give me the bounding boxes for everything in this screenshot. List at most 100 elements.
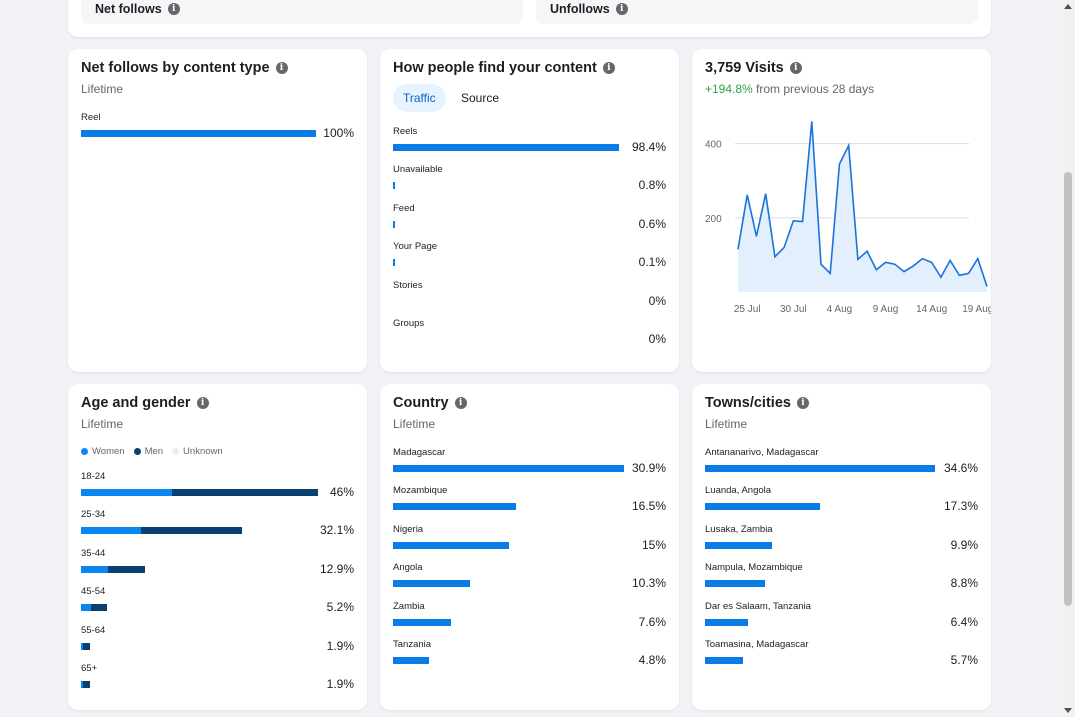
- bar-value: 9.9%: [950, 537, 978, 552]
- men-segment: [82, 681, 91, 688]
- page-scrollbar[interactable]: [1061, 0, 1075, 717]
- card-subtitle: Lifetime: [81, 417, 124, 431]
- bar-label: Dar es Salaam, Tanzania: [705, 600, 811, 612]
- bar-row: Antananarivo, Madagascar 34.6%: [705, 447, 978, 475]
- bar-value: 10.3%: [631, 576, 666, 591]
- bar-value: 12.9%: [319, 561, 354, 576]
- age-row: 55-64 1.9%: [81, 624, 354, 653]
- bar-row: Madagascar 30.9%: [393, 447, 666, 475]
- bar-track: [81, 489, 354, 496]
- legend-item: Women: [81, 446, 125, 457]
- bar-track: [705, 541, 978, 549]
- bar-value: 0%: [648, 332, 666, 346]
- scroll-down-icon[interactable]: [1064, 708, 1072, 713]
- bar-row: Stories 0%: [393, 280, 666, 308]
- bar-track: [705, 618, 978, 626]
- bar-label: Tanzania: [393, 639, 432, 650]
- bar-label: Zambia: [393, 600, 425, 612]
- info-icon[interactable]: i: [615, 3, 628, 15]
- bar-fill: [705, 580, 765, 588]
- bar-track: [393, 580, 666, 588]
- bar-row: Zambia 7.6%: [393, 600, 666, 629]
- bar-value: 0.8%: [638, 178, 666, 193]
- women-segment: [81, 527, 141, 535]
- bar-track: [393, 144, 666, 151]
- bar-row: Unavailable 0.8%: [393, 164, 666, 193]
- men-segment: [90, 604, 108, 612]
- find-content-card: How people find your content i Traffic S…: [380, 49, 679, 372]
- bar-track: [81, 130, 354, 137]
- age-gender-card: Age and gender i Lifetime Women Men Unknow…: [68, 384, 367, 710]
- bar-value: 0%: [648, 293, 666, 308]
- tab-traffic[interactable]: Traffic: [393, 84, 446, 112]
- bar-track: [393, 618, 666, 626]
- legend-label: Unknown: [183, 446, 223, 457]
- info-icon[interactable]: i: [796, 397, 809, 409]
- bar-label: Reel: [81, 112, 101, 123]
- bar-label: Groups: [393, 318, 425, 329]
- bar-label: Feed: [393, 202, 415, 214]
- info-icon[interactable]: i: [789, 62, 802, 74]
- bar-track: [81, 642, 354, 650]
- bar-row: Tanzania 4.8%: [393, 639, 666, 667]
- bar-track: [81, 681, 354, 688]
- scroll-up-icon[interactable]: [1064, 4, 1072, 9]
- card-title-text: 3,759 Visits: [705, 60, 784, 76]
- bar-value: 0.1%: [638, 255, 666, 270]
- age-row: 35-44 12.9%: [81, 547, 354, 576]
- legend-label: Men: [144, 446, 164, 457]
- bar-label: Your Page: [393, 241, 438, 253]
- bar-fill: [705, 503, 820, 511]
- card-title: How people find your content i: [393, 60, 615, 76]
- bar-label: Toamasina, Madagascar: [705, 639, 809, 650]
- bar-fill: [393, 618, 452, 626]
- women-segment: [81, 565, 108, 573]
- scrollbar-thumb[interactable]: [1064, 172, 1072, 606]
- bar-value: 30.9%: [631, 461, 666, 475]
- bar-track: [393, 336, 666, 343]
- bar-label: Angola: [393, 562, 423, 574]
- card-subtitle: Lifetime: [393, 417, 436, 431]
- age-row: 45-54 5.2%: [81, 586, 354, 614]
- bar-value: 0.6%: [638, 216, 666, 231]
- change-value: +194.8%: [705, 82, 753, 96]
- x-tick-label: 4 Aug: [827, 304, 853, 315]
- x-tick-label: 14 Aug: [916, 304, 947, 315]
- bar-row: Angola 10.3%: [393, 562, 666, 591]
- info-icon[interactable]: i: [167, 3, 180, 15]
- legend-dot-icon: [133, 447, 141, 455]
- bar-row: Luanda, Angola 17.3%: [705, 485, 978, 514]
- bar-label: Nampula, Mozambique: [705, 562, 803, 574]
- tab-source[interactable]: Source: [461, 91, 500, 105]
- bar-value: 17.3%: [943, 499, 978, 514]
- info-icon[interactable]: i: [196, 397, 209, 409]
- card-title-text: Towns/cities: [705, 395, 791, 411]
- info-icon[interactable]: i: [602, 62, 615, 74]
- net-follows-tile: Net follows i: [81, 0, 523, 24]
- bar-fill: [705, 541, 772, 549]
- women-segment: [81, 489, 173, 496]
- bar-track: [393, 503, 666, 511]
- x-tick-label: 9 Aug: [873, 304, 899, 315]
- bar-label: 25-34: [81, 509, 106, 521]
- visits-change: +194.8% from previous 28 days: [705, 82, 874, 96]
- bar-label: 55-64: [81, 624, 106, 636]
- age-row: 65+ 1.9%: [81, 663, 354, 691]
- bar-track: [81, 565, 354, 573]
- bar-track: [81, 527, 354, 535]
- bar-label: 65+: [81, 663, 98, 674]
- towns-card: Towns/cities i Lifetime Antananarivo, Ma…: [692, 384, 991, 710]
- bar-fill: [705, 465, 935, 472]
- bar-label: 35-44: [81, 547, 106, 559]
- bar-fill: [393, 541, 510, 549]
- bar-value: 4.8%: [638, 653, 666, 667]
- unfollows-label: Unfollows: [550, 2, 610, 16]
- legend-label: Women: [92, 446, 125, 457]
- women-segment: [81, 642, 83, 650]
- net-follows-by-type-card: Net follows by content type i Lifetime R…: [68, 49, 367, 372]
- bar-row: Mozambique 16.5%: [393, 485, 666, 513]
- bar-fill: [393, 182, 395, 190]
- info-icon[interactable]: i: [275, 62, 288, 74]
- legend-item: Men: [133, 446, 164, 457]
- info-icon[interactable]: i: [454, 397, 467, 409]
